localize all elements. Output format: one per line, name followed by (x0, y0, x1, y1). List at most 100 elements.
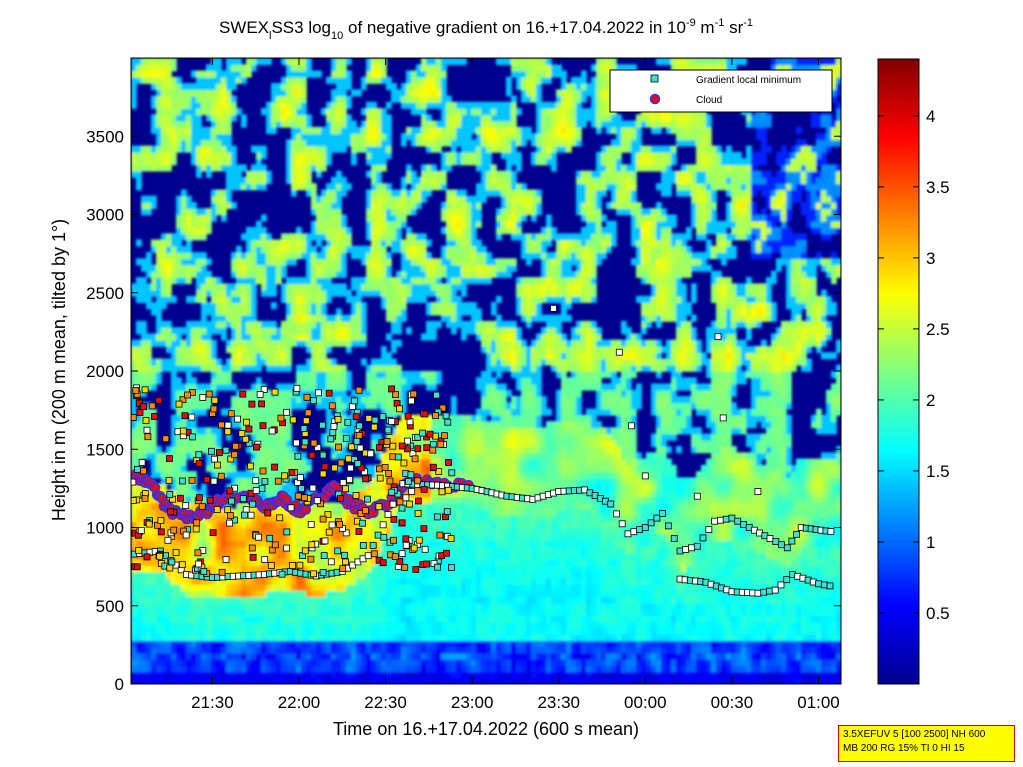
heatmap-cell (251, 258, 257, 266)
heatmap-cell (411, 646, 417, 654)
heatmap-cell (246, 471, 252, 479)
heatmap-cell (206, 590, 212, 598)
heatmap-cell (166, 677, 172, 684)
heatmap-cell (331, 76, 337, 84)
heatmap-cell (316, 339, 322, 347)
heatmap-cell (431, 176, 437, 184)
heatmap-cell (156, 245, 162, 253)
heatmap-cell (271, 270, 277, 278)
heatmap-cell (421, 183, 427, 191)
heatmap-cell (301, 402, 307, 410)
heatmap-cell (441, 521, 447, 529)
heatmap-cell (291, 295, 297, 303)
heatmap-cell (216, 633, 222, 641)
heatmap-cell (256, 602, 262, 610)
heatmap-cell (321, 289, 327, 297)
heatmap-cell (336, 126, 342, 134)
heatmap-cell (421, 640, 427, 648)
heatmap-cell (451, 189, 457, 197)
heatmap-cell (176, 521, 182, 529)
heatmap-cell (181, 220, 187, 228)
heatmap-cell (311, 364, 317, 372)
heatmap-cell (256, 346, 262, 354)
heatmap-cell (406, 264, 412, 272)
heatmap-cell (136, 571, 142, 579)
heatmap-cell (386, 233, 392, 241)
heatmap-cell (446, 295, 452, 303)
heatmap-cell (376, 508, 382, 516)
heatmap-cell (141, 571, 147, 579)
heatmap-cell (321, 252, 327, 260)
heatmap-cell (261, 327, 267, 335)
heatmap-cell (231, 101, 237, 109)
heatmap-cell (396, 577, 402, 585)
heatmap-cell (196, 70, 202, 78)
heatmap-cell (366, 521, 372, 529)
heatmap-cell (226, 346, 232, 354)
heatmap-cell (246, 176, 252, 184)
heatmap-cell (146, 533, 152, 541)
heatmap-cell (341, 377, 347, 385)
heatmap-cell (401, 95, 407, 103)
heatmap-cell (451, 195, 457, 203)
heatmap-cell (301, 602, 307, 610)
heatmap-cell (391, 458, 397, 466)
heatmap-cell (251, 540, 257, 548)
heatmap-cell (411, 70, 417, 78)
heatmap-cell (406, 508, 412, 516)
heatmap-cell (341, 339, 347, 347)
heatmap-cell (151, 571, 157, 579)
heatmap-cell (441, 458, 447, 466)
heatmap-cell (236, 352, 242, 360)
title-mid1: SS3 log (271, 18, 331, 37)
heatmap-cell (391, 302, 397, 310)
heatmap-cell (166, 289, 172, 297)
heatmap-cell (236, 565, 242, 573)
heatmap-cell (206, 659, 212, 667)
heatmap-cell (261, 665, 267, 673)
heatmap-cell (136, 414, 142, 422)
heatmap-cell (316, 402, 322, 410)
heatmap-cell (156, 108, 162, 116)
heatmap-cell (456, 521, 462, 529)
heatmap-cell (301, 677, 307, 684)
heatmap-cell (406, 133, 412, 141)
heatmap-cell (166, 245, 172, 253)
heatmap-cell (431, 283, 437, 291)
heatmap-cell (231, 602, 237, 610)
heatmap-cell (166, 277, 172, 285)
heatmap-cell (281, 83, 287, 91)
heatmap-cell (191, 402, 197, 410)
heatmap-cell (421, 258, 427, 266)
heatmap-cell (451, 227, 457, 235)
heatmap-cell (336, 264, 342, 272)
heatmap-cell (231, 665, 237, 673)
heatmap-cell (326, 621, 332, 629)
heatmap-cell (451, 101, 457, 109)
heatmap-cell (451, 458, 457, 466)
heatmap-cell (286, 314, 292, 322)
heatmap-cell (316, 333, 322, 341)
heatmap-cell (196, 283, 202, 291)
heatmap-cell (411, 76, 417, 84)
heatmap-cell (326, 515, 332, 523)
heatmap-cell (331, 133, 337, 141)
heatmap-cell (396, 283, 402, 291)
heatmap-cell (326, 665, 332, 673)
heatmap-cell (131, 533, 137, 541)
heatmap-cell (386, 227, 392, 235)
heatmap-cell (181, 408, 187, 416)
heatmap-cell (286, 402, 292, 410)
heatmap-cell (311, 151, 317, 159)
heatmap-cell (306, 233, 312, 241)
heatmap-cell (421, 596, 427, 604)
heatmap-cell (266, 527, 272, 535)
heatmap-cell (356, 396, 362, 404)
heatmap-cell (331, 176, 337, 184)
heatmap-cell (446, 270, 452, 278)
heatmap-cell (251, 302, 257, 310)
heatmap-cell (261, 439, 267, 447)
heatmap-cell (281, 577, 287, 585)
heatmap-cell (221, 608, 227, 616)
heatmap-cell (166, 158, 172, 166)
